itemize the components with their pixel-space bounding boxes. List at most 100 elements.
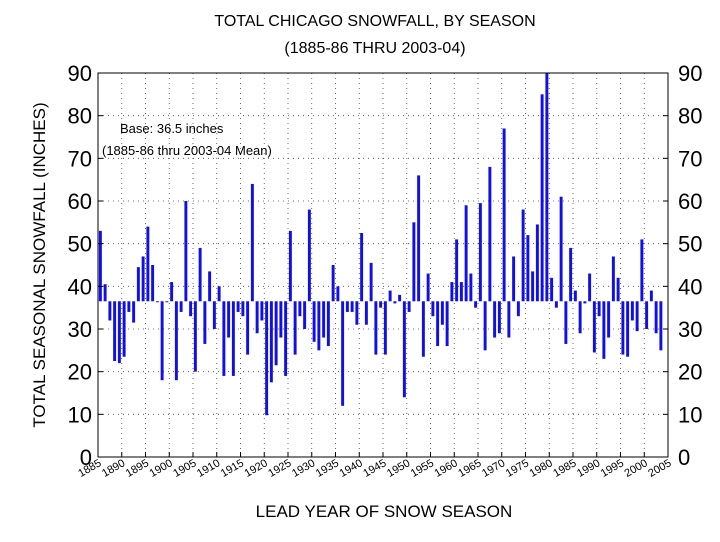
chart-title: TOTAL CHICAGO SNOWFALL, BY SEASON: [214, 13, 535, 30]
bar-1919: [260, 301, 264, 321]
bar-1968: [493, 301, 497, 338]
bar-1955: [431, 301, 435, 317]
bar-1991: [602, 301, 606, 359]
bar-1930: [312, 301, 316, 342]
bar-1978: [540, 94, 544, 302]
bar-1933: [326, 301, 330, 347]
bar-1948: [398, 294, 402, 302]
bar-1946: [388, 290, 392, 302]
bar-1989: [592, 301, 596, 353]
bar-1922: [274, 301, 278, 366]
bar-1998: [635, 301, 639, 332]
x-tick-label: 1920: [243, 457, 270, 480]
bar-1939: [355, 301, 359, 325]
bar-1995: [621, 301, 625, 355]
bar-1926: [293, 301, 297, 355]
bar-1963: [469, 273, 473, 302]
bar-1984: [569, 247, 573, 302]
bar-1964: [474, 301, 478, 308]
bar-1901: [174, 301, 178, 381]
y-tick-label-right: 10: [678, 402, 702, 427]
bar-1920: [265, 301, 269, 416]
bar-1893: [136, 267, 140, 302]
bar-1894: [141, 256, 145, 302]
bar-1971: [507, 301, 511, 338]
bar-1956: [436, 301, 440, 347]
x-tick-label: 1900: [148, 457, 175, 480]
bar-1886: [103, 284, 107, 302]
bar-1936: [341, 301, 345, 406]
bar-1990: [597, 301, 601, 317]
bar-1927: [298, 301, 302, 317]
bar-1902: [179, 301, 183, 312]
bars-layer: [98, 73, 663, 416]
bar-1915: [241, 301, 245, 317]
y-tick-label-left: 10: [68, 402, 92, 427]
y-axis-label: TOTAL SEASONAL SNOWFALL (INCHES): [30, 102, 49, 427]
bar-1967: [488, 166, 492, 302]
bar-1992: [607, 301, 611, 338]
bar-1937: [345, 301, 349, 312]
x-tick-label: 1905: [171, 457, 198, 480]
bar-1908: [208, 271, 212, 302]
bar-1944: [379, 301, 383, 308]
bar-1900: [170, 282, 174, 302]
annotation-base: Base: 36.5 inches: [120, 121, 224, 136]
grid-layer: [98, 73, 668, 457]
bar-1889: [117, 301, 121, 364]
bar-1943: [374, 301, 378, 355]
bar-1914: [236, 301, 240, 312]
bar-1981: [554, 301, 558, 308]
y-tick-label-left: 70: [68, 146, 92, 171]
bar-1961: [459, 282, 463, 302]
y-tick-label-left: 80: [68, 104, 92, 129]
bar-1959: [450, 282, 454, 302]
x-tick-label: 1930: [290, 457, 317, 480]
bar-1954: [426, 273, 430, 302]
bar-1909: [212, 301, 216, 329]
bar-1979: [545, 73, 549, 302]
x-tick-label: 1950: [385, 457, 412, 480]
y-tick-label-right: 20: [678, 360, 702, 385]
bar-1960: [455, 239, 459, 302]
bar-1945: [383, 301, 387, 355]
x-tick-label: 1925: [266, 457, 293, 480]
y-tick-label-left: 90: [68, 61, 92, 86]
x-tick-label: 2000: [623, 457, 650, 480]
bar-1905: [193, 301, 197, 372]
bar-1907: [203, 301, 207, 344]
bar-1957: [440, 301, 444, 325]
bar-2002: [654, 301, 658, 334]
bar-1987: [583, 301, 587, 304]
y-tick-label-right: 80: [678, 104, 702, 129]
bar-1888: [113, 301, 117, 361]
bar-2001: [649, 290, 653, 302]
bar-1928: [303, 301, 307, 329]
x-tick-label: 1935: [314, 457, 341, 480]
bar-1903: [184, 201, 188, 302]
x-tick-label: 1945: [361, 457, 388, 480]
bar-1891: [127, 301, 131, 312]
bar-1885: [98, 230, 102, 302]
bar-1974: [521, 209, 525, 302]
bar-1921: [269, 301, 273, 383]
bar-1913: [231, 301, 235, 376]
x-tick-label: 1940: [338, 457, 365, 480]
x-tick-label: 1975: [504, 457, 531, 480]
bar-1966: [483, 301, 487, 351]
x-tick-label: 1970: [480, 457, 507, 480]
bar-1951: [412, 222, 416, 302]
x-tick-label: 1915: [219, 457, 246, 480]
x-axis-label: LEAD YEAR OF SNOW SEASON: [256, 502, 513, 521]
y-tick-label-right: 70: [678, 146, 702, 171]
bar-1958: [445, 301, 449, 347]
x-tick-label: 1995: [599, 457, 626, 480]
bar-1969: [497, 301, 501, 334]
y-tick-label-right: 50: [678, 232, 702, 257]
bar-1896: [151, 265, 155, 302]
x-tick-label: 1965: [456, 457, 483, 480]
bar-1970: [502, 128, 506, 302]
bar-1972: [512, 256, 516, 302]
x-tick-label: 1910: [195, 457, 222, 480]
